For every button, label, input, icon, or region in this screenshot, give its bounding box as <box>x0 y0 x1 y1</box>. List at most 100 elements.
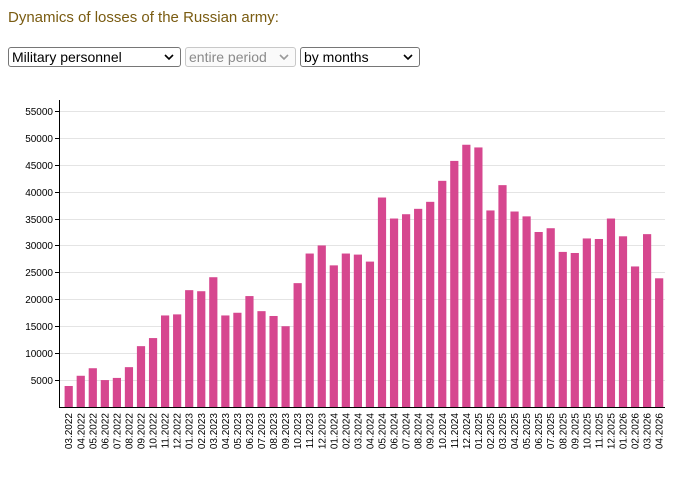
x-tick-label: 10.2025 <box>582 413 593 450</box>
bar[interactable] <box>474 147 483 407</box>
bar[interactable] <box>329 265 338 407</box>
x-tick-label: 06.2023 <box>245 413 256 450</box>
x-tick-label: 02.2024 <box>341 413 352 450</box>
bar[interactable] <box>305 253 314 407</box>
bar[interactable] <box>353 254 362 407</box>
y-tick-label: 45000 <box>25 161 53 172</box>
y-tick-label: 20000 <box>25 295 53 306</box>
x-tick-label: 07.2023 <box>257 413 268 450</box>
bar[interactable] <box>426 201 435 407</box>
x-tick-label: 10.2023 <box>293 413 304 450</box>
grouping-select-value: by months <box>304 49 369 65</box>
bar[interactable] <box>185 290 194 407</box>
x-tick-label: 07.2024 <box>402 413 413 450</box>
x-tick-label: 03.2024 <box>353 413 364 450</box>
bar[interactable] <box>606 218 616 407</box>
x-tick-label: 06.2025 <box>534 413 545 450</box>
bar[interactable] <box>534 231 543 407</box>
x-tick-label: 04.2022 <box>76 413 87 450</box>
bar[interactable] <box>88 368 97 407</box>
bar[interactable] <box>197 291 206 407</box>
bar[interactable] <box>281 326 290 407</box>
y-tick-label: 30000 <box>25 241 53 252</box>
x-tick-label: 01.2026 <box>619 413 630 450</box>
bar[interactable] <box>136 346 146 407</box>
bar[interactable] <box>161 315 170 407</box>
bar[interactable] <box>317 245 326 407</box>
x-tick-label: 03.2026 <box>643 413 654 450</box>
y-axis-ticks: 5000 10000 15000 20000 25000 30000 35000 40000 4… <box>25 107 59 387</box>
bar[interactable] <box>510 211 519 407</box>
bar[interactable] <box>594 238 603 407</box>
x-tick-label: 06.2024 <box>390 413 401 450</box>
bar[interactable] <box>221 315 230 407</box>
x-tick-label: 05.2024 <box>378 413 389 450</box>
x-tick-label: 12.2025 <box>606 413 617 450</box>
bar[interactable] <box>209 277 218 407</box>
x-tick-label: 04.2023 <box>221 413 232 450</box>
category-select[interactable]: Military personnel <box>8 47 181 67</box>
x-tick-label: 08.2024 <box>414 413 425 450</box>
bar[interactable] <box>124 367 134 407</box>
bar[interactable] <box>245 296 254 407</box>
bar[interactable] <box>293 283 302 407</box>
x-tick-label: 02.2026 <box>631 413 642 450</box>
bar[interactable] <box>341 253 350 407</box>
bar[interactable] <box>389 218 399 407</box>
bar[interactable] <box>148 338 158 407</box>
bar[interactable] <box>558 251 567 407</box>
chevron-down-icon <box>279 54 289 61</box>
bar[interactable] <box>173 314 182 407</box>
bar[interactable] <box>112 377 121 407</box>
x-tick-label: 06.2022 <box>100 413 111 450</box>
bar[interactable] <box>462 144 471 407</box>
bar[interactable] <box>546 228 555 407</box>
x-tick-label: 11.2024 <box>450 413 461 449</box>
bar[interactable] <box>486 210 495 407</box>
bar[interactable] <box>582 238 591 407</box>
bar[interactable] <box>450 160 459 407</box>
x-tick-label: 07.2022 <box>112 413 123 450</box>
bar[interactable] <box>377 197 387 407</box>
x-tick-label: 05.2025 <box>522 413 533 450</box>
y-tick-label: 35000 <box>25 215 53 226</box>
bar[interactable] <box>630 266 640 407</box>
bar[interactable] <box>233 312 242 407</box>
x-tick-label: 09.2025 <box>570 413 581 450</box>
x-tick-label: 08.2025 <box>558 413 569 450</box>
bar[interactable] <box>498 185 507 407</box>
bar[interactable] <box>76 375 85 407</box>
bar[interactable] <box>618 236 628 407</box>
x-tick-label: 09.2022 <box>137 413 148 450</box>
bar[interactable] <box>570 252 579 407</box>
x-tick-label: 01.2023 <box>185 413 196 450</box>
bar[interactable] <box>257 311 266 407</box>
y-tick-label: 5000 <box>31 376 54 387</box>
grouping-select[interactable]: by months <box>300 47 420 67</box>
chevron-down-icon <box>164 54 174 61</box>
x-tick-label: 02.2023 <box>197 413 208 450</box>
bar[interactable] <box>402 214 411 407</box>
x-tick-label: 03.2025 <box>498 413 509 450</box>
x-tick-label: 12.2023 <box>317 413 328 450</box>
period-select-value: entire period <box>189 49 267 65</box>
x-tick-label: 04.2026 <box>655 413 666 450</box>
page-title: Dynamics of losses of the Russian army: <box>8 9 279 26</box>
bar[interactable] <box>414 208 423 407</box>
bar[interactable] <box>64 386 73 407</box>
y-tick-label: 50000 <box>25 134 53 145</box>
x-tick-label: 04.2025 <box>510 413 521 450</box>
x-tick-label: 01.2025 <box>474 413 485 450</box>
bar[interactable] <box>100 380 109 407</box>
bar[interactable] <box>365 261 375 407</box>
bar[interactable] <box>438 180 447 407</box>
bar[interactable] <box>643 234 652 407</box>
bar[interactable] <box>655 278 664 407</box>
x-tick-label: 07.2025 <box>546 413 557 450</box>
bar[interactable] <box>522 216 531 407</box>
bar[interactable] <box>269 315 278 407</box>
chevron-down-icon <box>403 54 413 61</box>
period-select[interactable]: entire period <box>185 47 296 67</box>
y-tick-label: 25000 <box>25 268 53 279</box>
x-tick-label: 10.2024 <box>438 413 449 450</box>
